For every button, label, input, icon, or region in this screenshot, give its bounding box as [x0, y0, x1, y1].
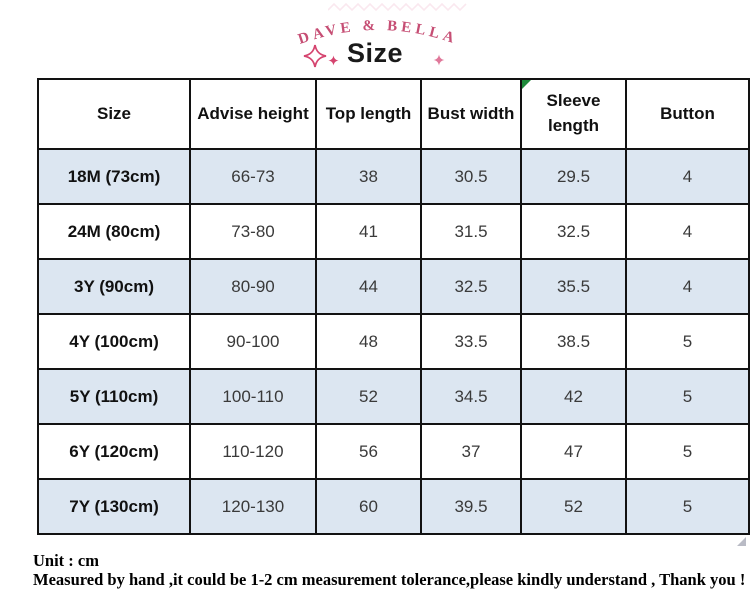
size-table: Size Advise height Top length Bust width Sle…: [37, 78, 750, 535]
row-header-cell: 5Y (110cm): [37, 368, 191, 425]
table-row: 24M (80cm) 73-80 41 31.5 32.5 4: [37, 203, 750, 260]
table-cell: 66-73: [189, 148, 317, 205]
table-row: 4Y (100cm) 90-100 48 33.5 38.5 5: [37, 313, 750, 370]
column-header-label: Advise height: [197, 103, 309, 123]
table-cell: 4: [625, 203, 750, 260]
green-corner-flag-icon: [523, 81, 531, 89]
column-header-label: Size: [96, 103, 132, 123]
table-cell: 33.5: [420, 313, 522, 370]
column-header: Sleeve length: [520, 78, 627, 150]
table-cell: 5: [625, 313, 750, 370]
unit-note: Unit : cm: [33, 551, 99, 570]
table-cell: 39.5: [420, 478, 522, 535]
column-header: Advise height: [189, 78, 317, 150]
table-row: 7Y (130cm) 120-130 60 39.5 52 5: [37, 478, 750, 535]
table-cell: 52: [315, 368, 422, 425]
resize-corner-mark: [737, 537, 746, 546]
sparkle-icon: [433, 54, 445, 66]
table-cell: 38.5: [520, 313, 627, 370]
column-header-label: Sleeve length: [546, 91, 601, 135]
row-header-cell: 6Y (120cm): [37, 423, 191, 480]
table-cell: 44: [315, 258, 422, 315]
table-cell: 30.5: [420, 148, 522, 205]
table-cell: 4: [625, 258, 750, 315]
row-header-cell: 24M (80cm): [37, 203, 191, 260]
table-cell: 31.5: [420, 203, 522, 260]
sparkle-icon: [303, 44, 327, 68]
table-cell: 29.5: [520, 148, 627, 205]
table-cell: 56: [315, 423, 422, 480]
table-cell: 41: [315, 203, 422, 260]
table-cell: 4: [625, 148, 750, 205]
table-cell: 42: [520, 368, 627, 425]
table-cell: 32.5: [520, 203, 627, 260]
table-cell: 120-130: [189, 478, 317, 535]
table-cell: 5: [625, 368, 750, 425]
column-header-label: Top length: [325, 103, 412, 123]
table-row: 6Y (120cm) 110-120 56 37 47 5: [37, 423, 750, 480]
table-cell: 52: [520, 478, 627, 535]
table-row: 3Y (90cm) 80-90 44 32.5 35.5 4: [37, 258, 750, 315]
table-header-row: Size Advise height Top length Bust width Sle…: [37, 78, 750, 150]
sparkle-icon: [328, 55, 339, 66]
tolerance-note: Measured by hand ,it could be 1-2 cm mea…: [33, 570, 746, 589]
column-header: Bust width: [420, 78, 522, 150]
stamp-edge-decoration: [328, 2, 467, 12]
table-cell: 5: [625, 478, 750, 535]
table-cell: 100-110: [189, 368, 317, 425]
row-header-cell: 4Y (100cm): [37, 313, 191, 370]
table-cell: 37: [420, 423, 522, 480]
column-header-label: Button: [660, 103, 715, 123]
row-header-cell: 3Y (90cm): [37, 258, 191, 315]
table-cell: 80-90: [189, 258, 317, 315]
page-title: Size: [346, 38, 404, 68]
row-header-cell: 18M (73cm): [37, 148, 191, 205]
table-cell: 90-100: [189, 313, 317, 370]
table-cell: 38: [315, 148, 422, 205]
column-header: Button: [625, 78, 750, 150]
footer-notes: Unit : cm Measured by hand ,it could be …: [33, 551, 748, 589]
table-row: 5Y (110cm) 100-110 52 34.5 42 5: [37, 368, 750, 425]
table-cell: 35.5: [520, 258, 627, 315]
column-header: Top length: [315, 78, 422, 150]
table-cell: 48: [315, 313, 422, 370]
table-cell: 32.5: [420, 258, 522, 315]
column-header: Size: [37, 78, 191, 150]
row-header-cell: 7Y (130cm): [37, 478, 191, 535]
header: DAVE & BELLA Size: [0, 0, 750, 78]
table-cell: 5: [625, 423, 750, 480]
column-header-label: Bust width: [427, 103, 515, 123]
table-cell: 110-120: [189, 423, 317, 480]
table-cell: 73-80: [189, 203, 317, 260]
table-cell: 34.5: [420, 368, 522, 425]
brand-logo: DAVE & BELLA: [296, 18, 456, 48]
table-cell: 47: [520, 423, 627, 480]
table-cell: 60: [315, 478, 422, 535]
table-row: 18M (73cm) 66-73 38 30.5 29.5 4: [37, 148, 750, 205]
